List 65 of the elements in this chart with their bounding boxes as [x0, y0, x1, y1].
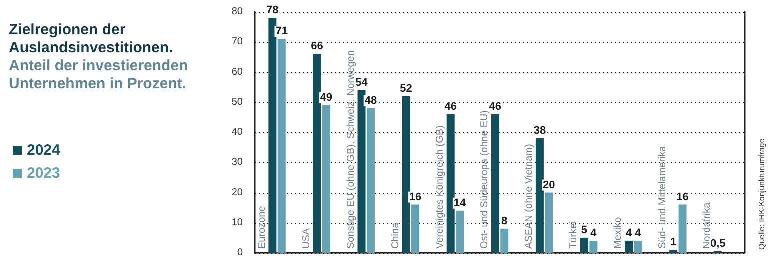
bar: [491, 114, 500, 253]
bar: [580, 238, 588, 253]
text: Anteil der investierenden Unternehmen in Prozent.: [9, 58, 192, 92]
bar: [358, 90, 366, 253]
y-tick-label: 20: [232, 187, 244, 198]
data-label: 52: [400, 82, 412, 95]
bar: [500, 228, 509, 253]
data-label: 4: [590, 227, 598, 240]
data-label: 46: [489, 100, 502, 113]
bar: [278, 39, 286, 253]
bar: [402, 96, 410, 253]
bar: [634, 240, 642, 253]
y-tick-label: 0: [237, 248, 244, 258]
x-tick-label: Süd- und Mittelamerika: [658, 146, 669, 249]
bar: [678, 204, 687, 253]
y-tick-label: 10: [232, 217, 244, 228]
bar: [536, 138, 544, 253]
bar: [313, 54, 322, 253]
data-label: 16: [409, 191, 422, 204]
bar: [670, 250, 678, 253]
x-tick-label: Türkei: [568, 221, 580, 249]
bar: [625, 240, 634, 253]
bar: [412, 204, 420, 253]
x-tick-label: Sonstige EU (ohne GB), Schweiz, Norwegen: [346, 50, 357, 249]
y-tick-label: 60: [232, 66, 244, 78]
data-label: 4: [635, 227, 642, 240]
y-tick-label: 30: [232, 157, 244, 168]
data-label: 0,5: [710, 238, 726, 250]
bar: [456, 210, 464, 253]
y-tick-label: 40: [232, 127, 244, 138]
bar: [268, 18, 277, 253]
data-label: 1: [670, 236, 677, 248]
data-label: 20: [543, 179, 556, 192]
data-label: 49: [320, 92, 333, 104]
data-label: 71: [276, 26, 288, 38]
y-tick-label: 70: [232, 36, 244, 48]
data-label: 5: [581, 224, 588, 236]
y-tick-label: 50: [232, 96, 244, 108]
source-note: Quelle: IHK-Konjunkturumfrage: [758, 138, 766, 250]
data-label: 38: [534, 125, 546, 138]
bar: [545, 192, 554, 253]
data-label: 66: [311, 40, 324, 53]
x-tick-label: USA: [301, 228, 312, 249]
data-label: 16: [676, 191, 689, 204]
data-label: 4: [626, 227, 633, 240]
x-tick-label: ASEAN (ohne Vietnam): [524, 144, 536, 249]
x-tick-label: Eurozone: [256, 206, 268, 249]
bar: [590, 240, 598, 253]
x-tick-label: Ost- und Südeuropa (ohne EU): [480, 110, 490, 249]
y-tick-label: 80: [232, 6, 244, 18]
data-label: 78: [266, 4, 279, 17]
legend-label: 2024: [27, 142, 62, 159]
bar: [446, 114, 455, 253]
x-tick-label: Vereinigtes Königreich (GB): [434, 126, 446, 249]
data-label: 54: [356, 76, 369, 89]
data-label: 14: [454, 197, 468, 210]
x-tick-label: China: [390, 222, 402, 249]
bar: [322, 105, 330, 253]
data-label: 8: [502, 215, 508, 228]
data-label: 46: [444, 100, 457, 113]
legend-label: 2023: [27, 165, 60, 182]
bar: [366, 108, 375, 253]
text: Zielregionen der Auslandsinvestitionen.: [9, 22, 174, 56]
x-tick-label: Mexiko: [613, 216, 624, 249]
data-label: 48: [364, 94, 378, 107]
